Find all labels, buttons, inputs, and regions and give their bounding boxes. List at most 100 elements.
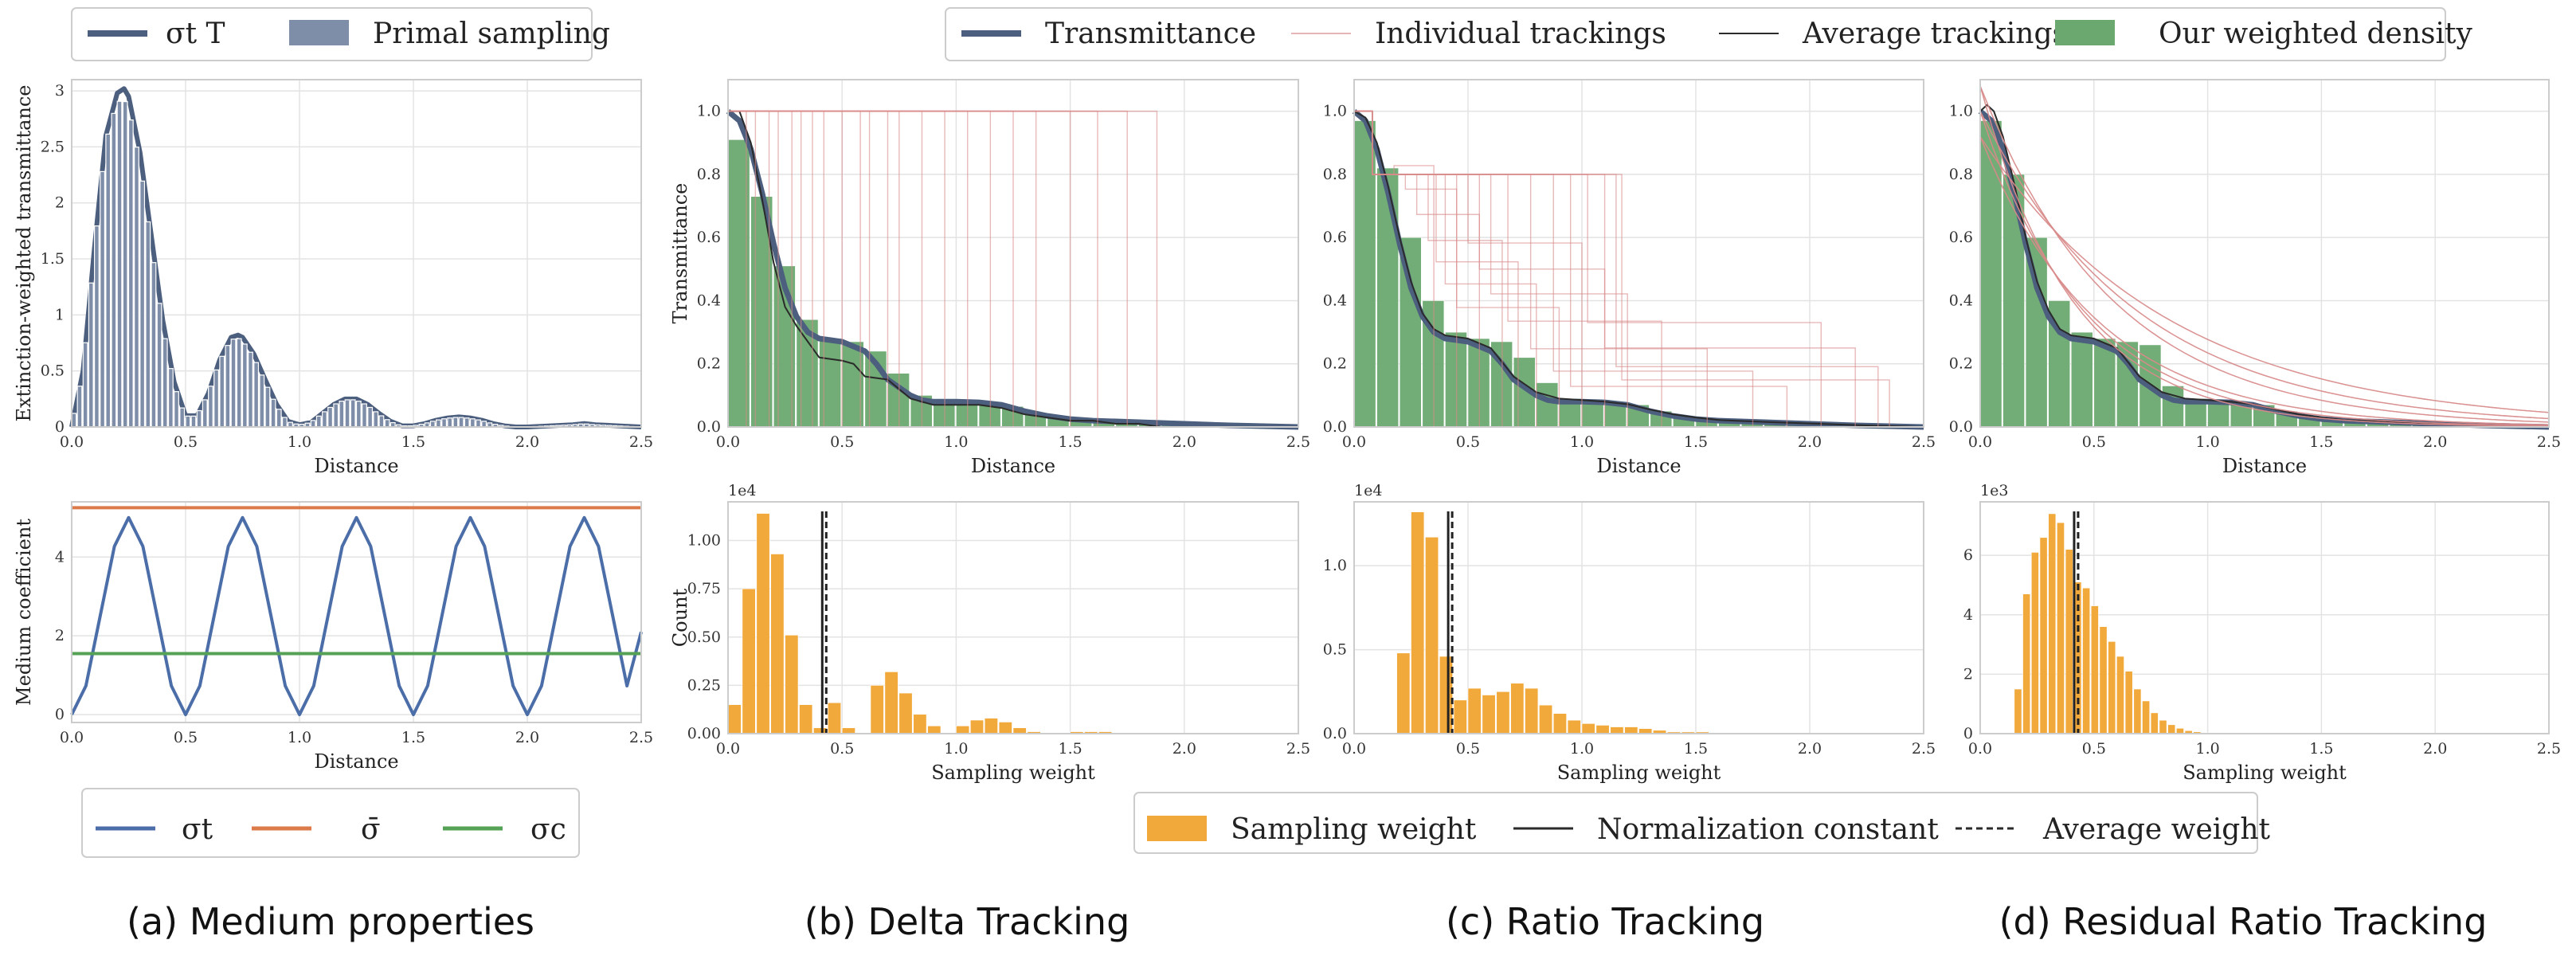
bar [378, 415, 385, 428]
x-axis-label: Distance [2222, 455, 2307, 477]
bar [727, 704, 742, 734]
bar [464, 417, 470, 428]
bar [927, 725, 942, 734]
tracking-path [1979, 136, 2550, 425]
bar [362, 403, 367, 428]
legend-medium-bottom: σt σ̄ σc [81, 788, 580, 858]
legend-label-normalization: Normalization constant [1597, 813, 1939, 846]
x-tick-label: 1.5 [1058, 740, 1082, 758]
bar [799, 704, 813, 734]
bar [248, 351, 253, 428]
plot-frame [71, 79, 642, 428]
bar [2070, 331, 2093, 428]
bar [898, 692, 913, 734]
bar [236, 338, 242, 428]
legend-label-transmittance: Transmittance [1045, 18, 1256, 50]
bar [2108, 641, 2116, 734]
x-tick-label: 0.5 [1456, 433, 1480, 451]
caption-ratio: (c) Ratio Tracking [1446, 900, 1764, 943]
bar [367, 406, 374, 428]
bar [884, 672, 898, 734]
x-tick-label: 1.0 [2195, 433, 2219, 451]
x-tick-label: 1.5 [1684, 433, 1708, 451]
x-tick-label: 2.0 [2423, 433, 2447, 451]
bar [785, 635, 799, 734]
bar [469, 418, 476, 428]
y-tick-label: 2 [55, 627, 65, 644]
x-axis-label: Distance [314, 455, 398, 477]
legend-swatch-primal [289, 20, 349, 45]
y-tick-label: 0.4 [697, 292, 721, 309]
y-tick-label: 0.00 [687, 725, 721, 742]
chart-c1: 0.0 0.5 1.0 1.5 2.0 2.50.00.20.40.60.81.0Dist… [1323, 79, 1936, 477]
bar [1595, 725, 1610, 734]
y-tick-label: 0.6 [1323, 229, 1347, 246]
x-tick-label: 1.0 [2195, 740, 2219, 758]
plot-frame [71, 501, 642, 723]
bar [841, 727, 855, 734]
bar [134, 147, 139, 428]
legend-label-transmittance-weighted: σt T [166, 18, 225, 50]
bar [333, 403, 339, 428]
bar [196, 409, 202, 428]
bar [88, 282, 94, 428]
bar [1581, 723, 1595, 734]
bar [1445, 331, 1467, 428]
chart-d1: 0.0 0.5 1.0 1.5 2.0 2.50.00.20.40.60.81.0Dist… [1949, 79, 2561, 477]
bar [476, 419, 481, 428]
chart-d2: 0.0 0.5 1.0 1.5 2.0 2.5 0 2 4 6 Sampling weight 1e3 [1963, 482, 2561, 784]
bar [1467, 687, 1482, 734]
x-tick-label: 2.0 [1173, 740, 1196, 758]
x-tick-label: 0.5 [2082, 433, 2106, 451]
bar [93, 225, 100, 428]
x-tick-label: 1.0 [1570, 740, 1594, 758]
bar [100, 170, 106, 428]
bar [116, 100, 123, 428]
bar [1439, 656, 1453, 734]
bar [1525, 687, 1539, 734]
legend-label-average: Average trackings [1802, 18, 2067, 50]
x-tick-label: 0.0 [716, 740, 740, 758]
bar [1482, 695, 1496, 734]
tracking-path [1979, 85, 2550, 427]
y-tick-label: 4 [55, 548, 65, 566]
bar [264, 386, 271, 428]
y-axis-label: Transmittance [669, 183, 691, 324]
bar [276, 409, 282, 428]
chart-a2: 0.0 0.5 1.0 1.5 2.0 2.5 0 2 4 Distance Medium coef… [13, 501, 653, 773]
bar [322, 411, 327, 428]
x-tick-label: 1.5 [401, 433, 425, 451]
bar [2176, 727, 2184, 734]
y-axis-label: Count [669, 588, 691, 647]
legend-label-sigma-bar: σ̄ [361, 813, 381, 846]
legend-label-average-weight: Average weight [2042, 813, 2271, 846]
x-tick-label: 0.0 [1968, 433, 1992, 451]
bar [350, 399, 356, 428]
y-tick-label: 0.4 [1949, 292, 1973, 309]
bar [1467, 338, 1490, 428]
x-tick-label: 1.5 [2309, 740, 2333, 758]
caption-delta: (b) Delta Tracking [805, 900, 1130, 943]
tracking-path [728, 110, 1158, 427]
plot-frame [1979, 79, 2550, 428]
bar [956, 725, 970, 734]
bar [281, 417, 288, 428]
bar [230, 339, 237, 428]
y-tick-label: 0.0 [1323, 725, 1347, 742]
tracking-path [1979, 111, 2550, 427]
bar [82, 342, 88, 428]
caption-medium: (a) Medium properties [127, 900, 534, 943]
legend-swatch-sampling-weight [1147, 816, 1207, 841]
x-axis-label: Sampling weight [931, 762, 1095, 784]
x-tick-label: 1.5 [1058, 433, 1082, 451]
plot-frame [1979, 501, 2550, 734]
bar [259, 374, 265, 428]
y-tick-label: 0.75 [687, 580, 721, 597]
y-axis-label: Extinction-weighted transmittance [13, 84, 35, 421]
bar [1581, 401, 1604, 428]
x-tick-label: 1.0 [288, 729, 311, 746]
x-tick-label: 2.0 [515, 433, 539, 451]
bar [452, 417, 459, 428]
bar [1012, 727, 1027, 734]
